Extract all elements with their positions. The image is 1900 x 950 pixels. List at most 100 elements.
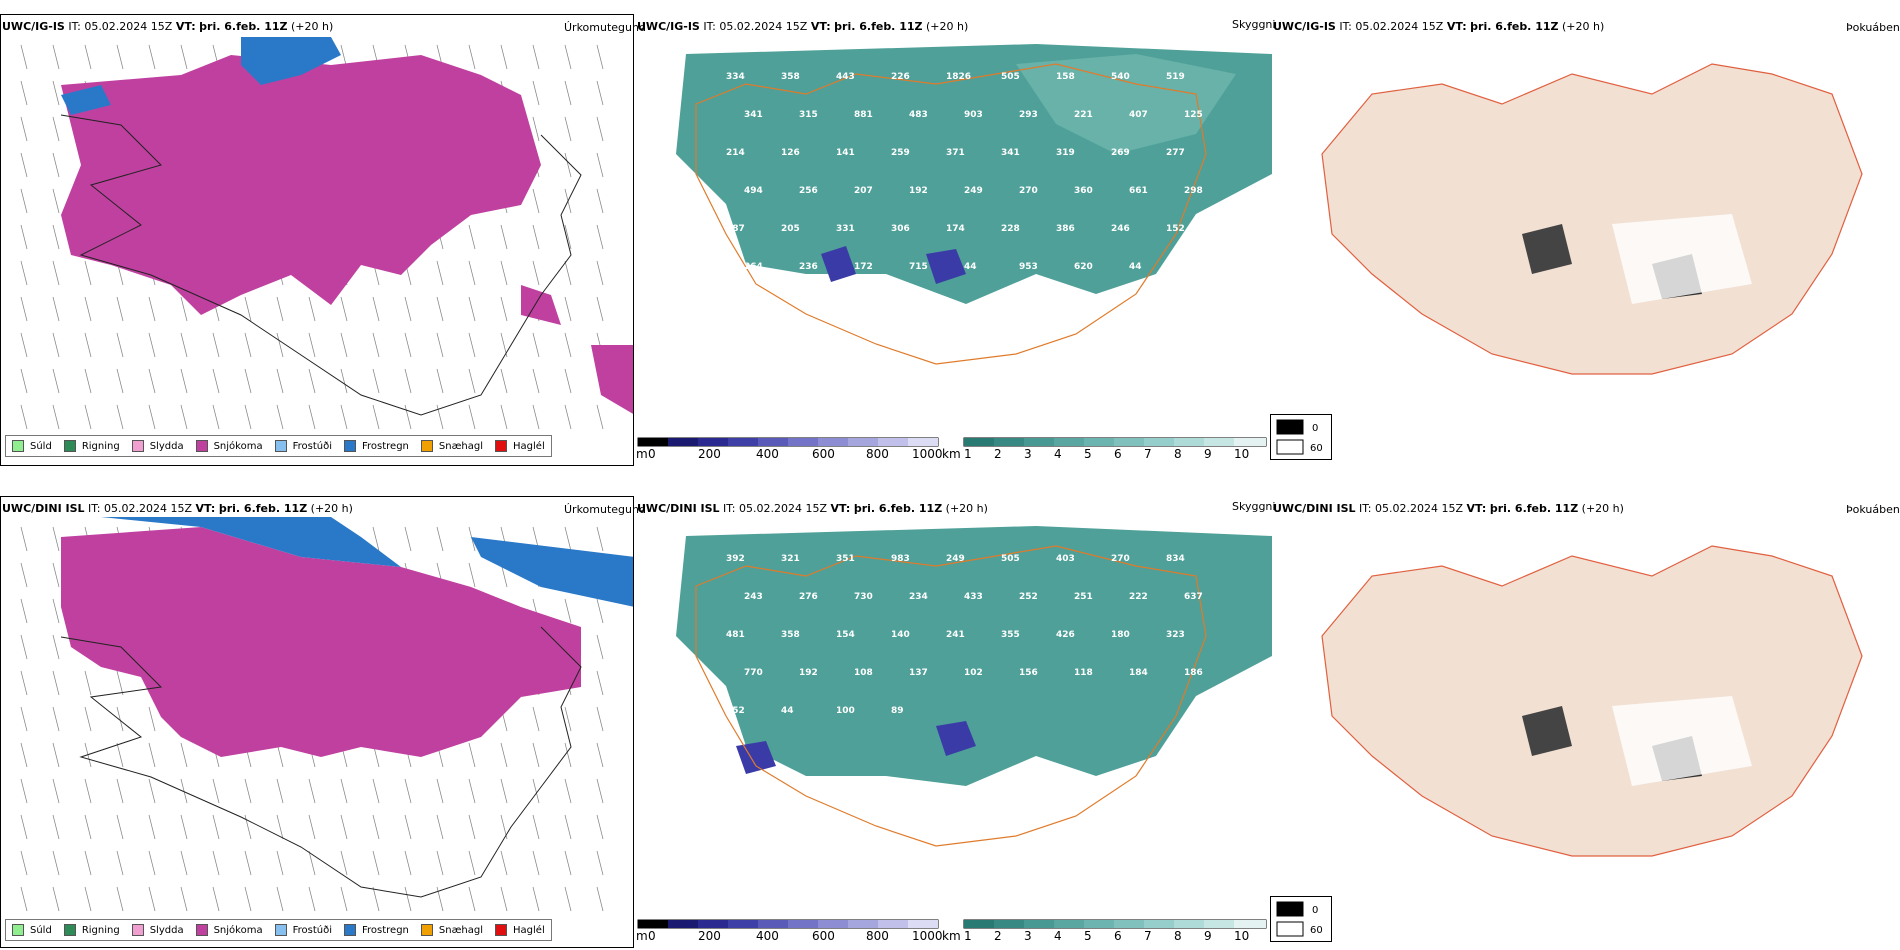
visibility-value-label: 226 [891, 72, 910, 82]
wind-barb [116, 814, 124, 840]
visibility-value-label: 392 [726, 554, 745, 564]
wind-barb [596, 778, 604, 804]
vis-tick: 6 [1114, 447, 1122, 461]
valid-time: þri. 6.feb. 11Z [199, 20, 288, 33]
elevation-colorbar-top: m 0 200 400 600 800 1000 km 1 2 3 4 5 6 … [636, 436, 1276, 466]
wind-barb [468, 778, 476, 804]
wind-barb [596, 886, 604, 912]
wind-barb [372, 332, 380, 358]
header-precip-top: UWC/IG-IS IT: 05.02.2024 15Z VT: þri. 6.… [2, 21, 333, 33]
wind-barb [52, 850, 60, 876]
wind-barb [532, 814, 540, 840]
wind-barb [244, 850, 252, 876]
wind-barb [500, 260, 508, 286]
wind-barb [468, 742, 476, 768]
visibility-value-label: 192 [799, 668, 818, 678]
fog-light-top [1612, 214, 1752, 304]
wind-barb [116, 44, 124, 70]
wind-barb [116, 670, 124, 696]
wind-barb [116, 296, 124, 322]
vis-tick: 3 [1024, 929, 1032, 943]
wind-barb [20, 368, 28, 394]
visibility-value-label: 834 [1166, 554, 1185, 564]
valid-label: VT: [830, 502, 851, 515]
wind-barb [52, 778, 60, 804]
wind-barb [596, 706, 604, 732]
visibility-value-label: 152 [1166, 224, 1185, 234]
legend-swatch [274, 924, 287, 936]
wind-barb [596, 296, 604, 322]
wind-barb [20, 116, 28, 142]
legend-item: Slydda [131, 924, 184, 936]
wind-barb [596, 670, 604, 696]
visibility-value-label: 236 [799, 262, 818, 272]
wind-barb [148, 296, 156, 322]
lead-time: (+20 h) [1561, 20, 1605, 33]
legend-label: Frostregn [362, 440, 409, 452]
legend-item: Snjókoma [195, 440, 263, 452]
visibility-value-label: 126 [781, 148, 800, 158]
wind-barb [180, 886, 188, 912]
wind-barb [84, 260, 92, 286]
visibility-value-label: 386 [1056, 224, 1075, 234]
wind-barb [500, 850, 508, 876]
visibility-value-label: 355 [1001, 630, 1020, 640]
wind-barb [500, 404, 508, 430]
wind-barb [20, 332, 28, 358]
visibility-value-label: 1826 [946, 72, 971, 82]
visibility-value-label: 983 [891, 554, 910, 564]
visibility-value-label: 298 [1184, 186, 1203, 196]
wind-barb [116, 404, 124, 430]
snow-area-top [61, 55, 541, 315]
wind-barb [340, 814, 348, 840]
wind-barb [244, 404, 252, 430]
visibility-value-label: 270 [1019, 186, 1038, 196]
visibility-value-label: 174 [946, 224, 965, 234]
visibility-value-label: 903 [964, 110, 983, 120]
visibility-value-label: 269 [1111, 148, 1130, 158]
wind-barb [52, 526, 60, 552]
wind-barb [436, 778, 444, 804]
legend-item: Rigning [63, 440, 120, 452]
visibility-value-label: 331 [836, 224, 855, 234]
title-fog-bottom: Þokuábendi [1846, 503, 1900, 516]
wind-barb [372, 404, 380, 430]
fog-tick: 0 [1312, 905, 1318, 916]
visibility-value-label: 519 [1166, 72, 1185, 82]
vis-unit: km [942, 447, 961, 461]
visibility-value-label: 293 [1019, 110, 1038, 120]
legend-swatch [495, 440, 508, 452]
snow-area-bottom [61, 527, 581, 757]
wind-barb [180, 404, 188, 430]
visibility-value-label: 125 [1184, 110, 1203, 120]
valid-time: þri. 6.feb. 11Z [218, 502, 308, 515]
wind-barb [532, 778, 540, 804]
title-precip-top: Úrkomutegund [564, 21, 646, 34]
wind-barb [596, 80, 604, 106]
wind-barb [212, 850, 220, 876]
visibility-value-label: 403 [1056, 554, 1075, 564]
legend-label: Snjókoma [213, 924, 263, 936]
visibility-value-label: 505 [1001, 72, 1020, 82]
wind-barb [52, 670, 60, 696]
wind-barb [308, 778, 316, 804]
wind-barb [436, 814, 444, 840]
wind-barb [372, 850, 380, 876]
lead-time: (+20 h) [945, 502, 988, 515]
wind-barb [468, 814, 476, 840]
visibility-value-label: 249 [946, 554, 965, 564]
title-vis-bottom: Skyggni [1232, 500, 1276, 513]
title-vis-top: Skyggni [1232, 18, 1276, 31]
legend-swatch [131, 440, 144, 452]
legend-label: Snæhagl [438, 924, 484, 936]
visibility-value-label: 319 [1056, 148, 1075, 158]
wind-barb [116, 368, 124, 394]
init-time: IT: 05.02.2024 15Z [68, 20, 173, 33]
vis-map-top: 334 358 443 226 1826 505 158 540 519 341 315 881 483… [676, 44, 1272, 365]
wind-barb [564, 706, 572, 732]
wind-barb [532, 116, 540, 142]
visibility-value-label: 264 [744, 262, 763, 272]
valid-time: þri. 6.feb. 11Z [1489, 502, 1579, 515]
glacier-top-1 [926, 249, 966, 284]
wind-barb [436, 526, 444, 552]
